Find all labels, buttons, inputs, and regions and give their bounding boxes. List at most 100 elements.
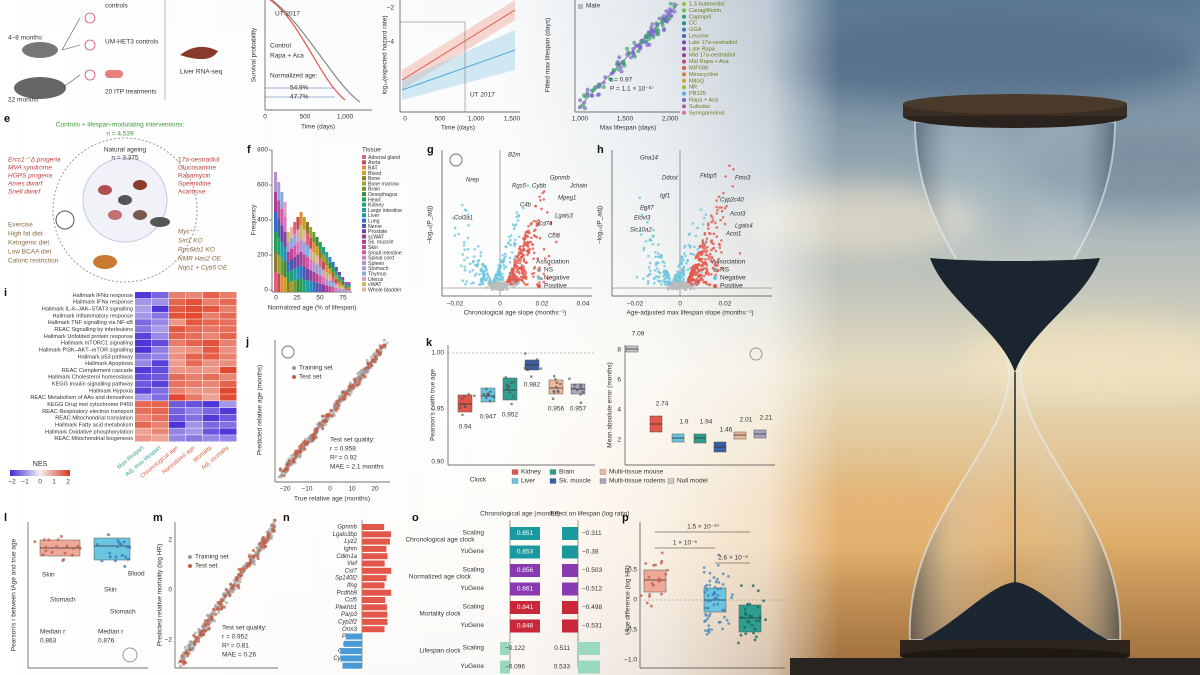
dot [338, 398, 342, 402]
label: −2 [8, 479, 16, 486]
label: 50 [316, 295, 324, 302]
legend-key [713, 284, 717, 288]
dot [764, 618, 767, 622]
dot [509, 243, 512, 247]
label: Canagliflozin [689, 8, 721, 14]
dot [575, 388, 579, 392]
dot [654, 21, 659, 26]
label: 1,500 [504, 116, 521, 123]
dot [490, 288, 494, 291]
hist-segment [302, 217, 306, 230]
hist-segment [283, 247, 287, 262]
label: Late Rapa [689, 46, 716, 52]
legend-key [362, 271, 366, 276]
label: 0.90 [431, 459, 444, 466]
dot [125, 545, 129, 549]
hist-segment [331, 262, 335, 267]
dot [704, 619, 707, 623]
label: scWAT [368, 234, 385, 240]
dot [532, 251, 536, 255]
heat-cell [169, 339, 186, 347]
dot [201, 629, 205, 633]
dot [294, 454, 298, 458]
dot [235, 575, 239, 579]
legend-key [362, 202, 366, 207]
dot [704, 629, 707, 632]
dot [365, 370, 369, 374]
dot [335, 401, 340, 406]
dot [512, 227, 516, 231]
dot [699, 274, 702, 278]
label: CC [689, 21, 697, 27]
dot [247, 555, 251, 559]
hist-segment [334, 271, 338, 276]
label: Plekhb1 [335, 605, 357, 611]
dot [676, 270, 679, 273]
dot [579, 385, 582, 388]
dot [224, 601, 229, 605]
label: MIF098 [689, 65, 708, 71]
dot [504, 255, 507, 258]
gene-bar [362, 582, 385, 589]
effect-bar [510, 582, 540, 596]
dot [717, 581, 721, 584]
dot [702, 566, 706, 569]
hist-segment [296, 267, 300, 280]
heat-cell [169, 387, 186, 394]
hist-segment [328, 286, 332, 292]
dot [710, 241, 714, 245]
hist-segment [293, 257, 297, 269]
dot [95, 543, 99, 546]
label: Oesophagus [368, 192, 398, 198]
dot [279, 475, 283, 479]
heat-cell [135, 435, 152, 442]
organ-icon [133, 180, 147, 190]
dot [585, 87, 590, 92]
hist-segment [328, 268, 332, 275]
label: Rgs5 [512, 184, 527, 190]
legend-key [362, 282, 366, 287]
label: Ddost [662, 176, 678, 182]
dot [113, 559, 117, 563]
dot [705, 237, 709, 240]
heat-cell [169, 401, 186, 408]
label: Spermidine [178, 181, 211, 188]
dot [715, 597, 719, 601]
heat-cell [220, 394, 237, 401]
dot [650, 604, 653, 608]
legend-key [537, 276, 541, 280]
heat-cell [169, 373, 186, 381]
dot [646, 221, 649, 224]
legend-key [537, 268, 541, 272]
dot [660, 559, 664, 563]
dot [721, 627, 724, 631]
dot [693, 245, 696, 249]
dot [727, 622, 731, 625]
heat-cell [186, 380, 203, 387]
sex-symbol [84, 12, 96, 24]
dot [639, 40, 644, 45]
dot [654, 264, 658, 267]
legend-key [682, 85, 686, 90]
hist-segment [293, 245, 297, 257]
dot [518, 278, 521, 281]
heat-cell [152, 326, 169, 333]
dot [484, 265, 488, 269]
label: 0.856 [517, 567, 534, 574]
dot [363, 367, 367, 371]
label: vWAT [368, 282, 382, 288]
heat-cell [169, 428, 186, 435]
dot [708, 583, 712, 587]
label: Lung [368, 218, 380, 224]
dot [358, 380, 362, 384]
dot [466, 256, 469, 260]
dot [721, 216, 725, 219]
dot [344, 391, 348, 395]
heat-cell [220, 332, 237, 340]
dot [506, 280, 510, 284]
dot [731, 593, 734, 597]
legend-key [362, 155, 366, 159]
dot [719, 218, 722, 222]
dot [659, 255, 662, 259]
label: −0.531 [582, 623, 602, 630]
